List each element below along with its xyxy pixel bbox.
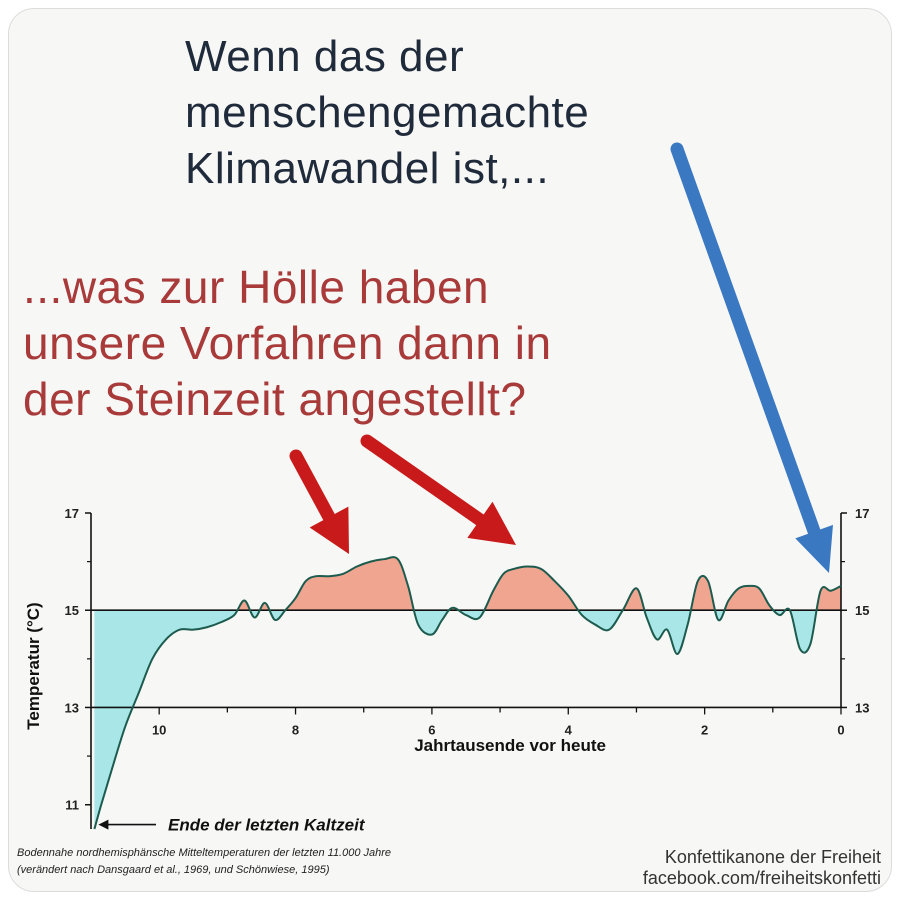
right-y-tick-label-13: 13 xyxy=(855,700,869,715)
credit-line-2: facebook.com/freiheitskonfetti xyxy=(642,868,881,888)
headline-line-3: Klimawandel ist,... xyxy=(185,144,550,193)
red-arrow-right-shaft xyxy=(360,434,487,527)
warm-anomaly-area xyxy=(237,557,841,611)
credit-line-1: Konfettikanone der Freiheit xyxy=(664,847,881,867)
x-axis-title: Jahrtausende vor heute xyxy=(414,736,606,755)
red-arrow-left-shaft xyxy=(289,449,336,524)
annotation-arrow-head xyxy=(98,819,109,830)
y-axis-title: Temperatur (°C) xyxy=(24,602,43,729)
question-line-1: ...was zur Hölle haben xyxy=(23,261,490,313)
temperature-chart: 11 13 15 17 13 15 17 10 8 6 4 2 0 Jahrtausende vor he… xyxy=(24,142,869,835)
blue-arrow xyxy=(670,142,833,573)
y-tick-label-11: 11 xyxy=(65,798,79,813)
question-line-3: der Steinzeit angestellt? xyxy=(23,373,527,425)
red-arrow-right xyxy=(360,434,516,545)
right-y-tick-label-15: 15 xyxy=(855,603,869,618)
headline-line-2: menschengemachte xyxy=(185,88,590,137)
source-caption: Bodennahe nordhemisphänsche Mitteltemper… xyxy=(17,845,607,879)
x-tick-label-10: 10 xyxy=(152,722,166,737)
temperature-curve xyxy=(93,556,842,830)
red-arrow-left-head xyxy=(309,506,349,554)
caption-line-2: (verändert nach Dansgaard et al., 1969, … xyxy=(17,864,330,876)
y-tick-label-17: 17 xyxy=(65,506,79,521)
question-line-2: unsere Vorfahren dann in xyxy=(23,317,552,369)
red-arrow-left xyxy=(289,449,349,554)
y-tick-label-13: 13 xyxy=(65,700,79,715)
x-tick-label-8: 8 xyxy=(292,722,299,737)
meme-card: Wenn das der menschengemachte Klimawande… xyxy=(8,8,892,892)
x-tick-label-6: 6 xyxy=(428,722,435,737)
caption-line-1: Bodennahe nordhemisphänsche Mitteltemper… xyxy=(17,847,392,859)
credit: Konfettikanone der Freiheit facebook.com… xyxy=(643,847,881,889)
headline: Wenn das der menschengemachte Klimawande… xyxy=(185,29,805,197)
y-tick-label-15: 15 xyxy=(65,603,79,618)
question: ...was zur Hölle haben unsere Vorfahren … xyxy=(23,259,723,427)
right-y-tick-label-17: 17 xyxy=(855,506,869,521)
blue-arrow-head xyxy=(795,524,833,573)
red-arrow-right-head xyxy=(467,501,516,545)
headline-line-1: Wenn das der xyxy=(185,32,465,81)
annotation-text: Ende der letzten Kaltzeit xyxy=(168,816,366,835)
blue-arrow-shaft xyxy=(670,142,821,539)
x-tick-label-0: 0 xyxy=(837,722,844,737)
x-tick-label-4: 4 xyxy=(565,722,573,737)
x-tick-label-2: 2 xyxy=(701,722,708,737)
cold-anomaly-area xyxy=(94,610,841,829)
